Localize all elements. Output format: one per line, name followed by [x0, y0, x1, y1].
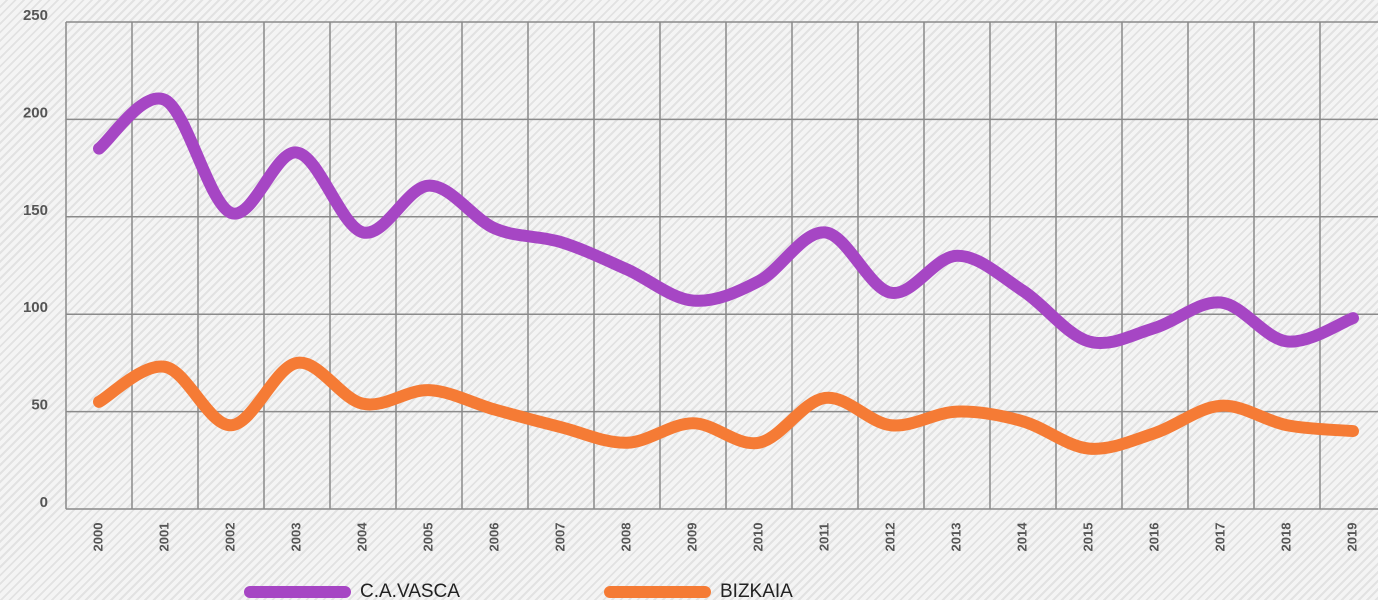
x-tick-label: 2007: [552, 523, 567, 552]
x-tick-label: 2009: [684, 523, 699, 552]
x-tick-label: 2002: [222, 523, 237, 552]
x-tick-label: 2013: [948, 523, 963, 552]
legend-label: BIZKAIA: [720, 581, 793, 600]
legend-label: C.A.VASCA: [360, 581, 460, 600]
x-tick-label: 2001: [156, 523, 171, 552]
series-line: [93, 92, 1359, 349]
y-tick-label: 50: [31, 397, 48, 414]
x-tick-label: 2008: [618, 523, 633, 552]
x-tick-label: 2006: [486, 523, 501, 552]
x-tick-label: 2014: [1014, 522, 1029, 552]
x-tick-label: 2011: [816, 523, 831, 551]
x-tick-label: 2000: [90, 523, 105, 552]
x-tick-label: 2005: [420, 523, 435, 552]
x-tick-label: 2010: [750, 523, 765, 552]
x-tick-label: 2004: [354, 522, 369, 552]
x-tick-label: 2016: [1146, 523, 1161, 552]
series-line: [93, 356, 1359, 455]
x-tick-label: 2015: [1080, 523, 1095, 552]
y-tick-label: 150: [23, 202, 48, 219]
y-tick-label: 100: [23, 299, 48, 316]
y-tick-label: 0: [40, 494, 48, 511]
y-tick-label: 250: [23, 7, 48, 24]
x-tick-label: 2019: [1344, 523, 1359, 552]
x-tick-label: 2012: [882, 523, 897, 552]
x-tick-label: 2017: [1212, 523, 1227, 552]
x-tick-label: 2018: [1278, 523, 1293, 552]
y-tick-label: 200: [23, 104, 48, 121]
x-tick-label: 2003: [288, 523, 303, 552]
